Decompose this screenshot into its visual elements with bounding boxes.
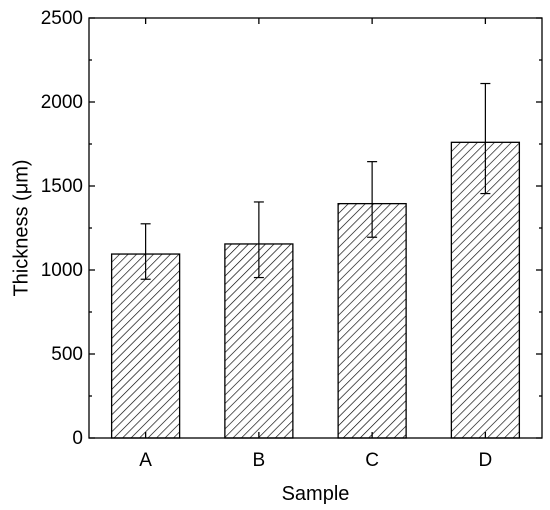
y-tick-label: 0 bbox=[72, 428, 83, 449]
x-axis-label: Sample bbox=[282, 483, 350, 505]
y-axis-label: Thickness (μm) bbox=[10, 159, 32, 296]
x-tick-label: C bbox=[365, 450, 379, 471]
y-tick-label: 2000 bbox=[41, 92, 83, 113]
y-tick-label: 1000 bbox=[41, 260, 83, 281]
error-bars-layer bbox=[140, 82, 491, 280]
y-tick-label: 1500 bbox=[41, 176, 83, 197]
y-tick-label: 2500 bbox=[41, 8, 83, 29]
x-tick-label: B bbox=[253, 450, 266, 471]
x-tick-label: D bbox=[479, 450, 493, 471]
bar-C bbox=[337, 202, 407, 439]
y-axis: 0 500 1000 1500 2000 2500 bbox=[41, 8, 542, 449]
x-axis: A B C D bbox=[139, 18, 492, 471]
y-tick-label: 500 bbox=[51, 344, 83, 365]
bar-A bbox=[110, 253, 181, 439]
bars-layer bbox=[110, 141, 521, 439]
x-tick-label: A bbox=[139, 450, 152, 471]
